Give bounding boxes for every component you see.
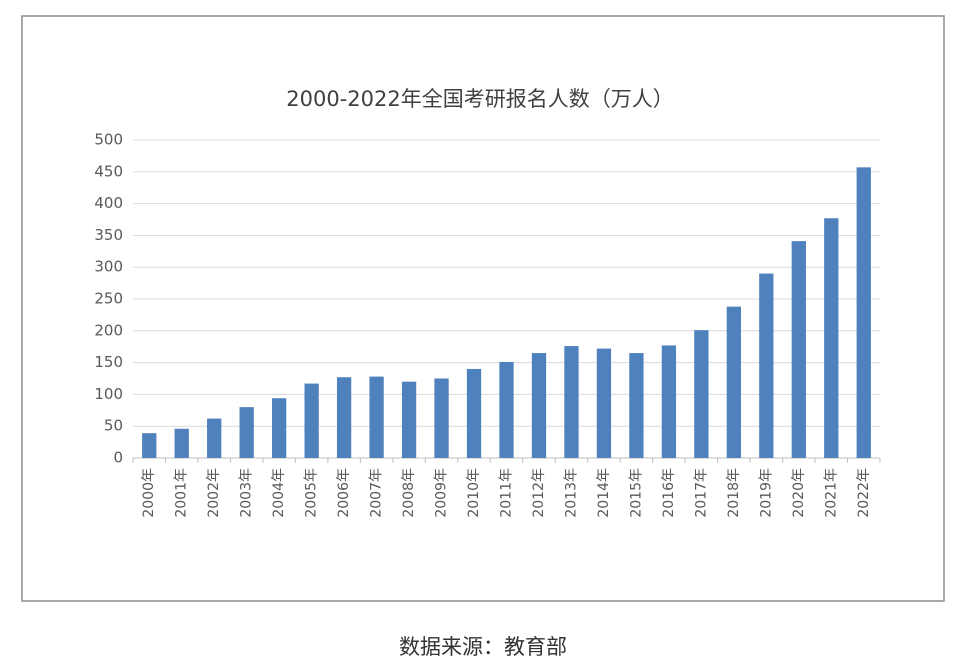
x-tick-label: 2002年 xyxy=(206,468,222,518)
bar xyxy=(661,345,677,458)
x-tick-label: 2004年 xyxy=(271,468,287,518)
bar xyxy=(142,433,157,458)
x-tick-label: 2010年 xyxy=(466,468,482,518)
x-tick-label: 2005年 xyxy=(304,468,320,518)
bar xyxy=(434,378,449,458)
x-tick-label: 2014年 xyxy=(596,468,612,518)
x-tick-label: 2012年 xyxy=(531,468,547,518)
bar xyxy=(336,377,352,458)
y-tick-label: 350 xyxy=(94,226,123,244)
x-tick-label: 2001年 xyxy=(174,468,190,518)
bar xyxy=(304,383,319,458)
bar xyxy=(401,381,417,458)
y-tick-label: 0 xyxy=(113,449,123,467)
y-tick-label: 200 xyxy=(94,321,123,339)
bar xyxy=(466,368,482,458)
x-tick-label: 2015年 xyxy=(628,468,644,518)
bar xyxy=(759,273,774,458)
y-tick-label: 300 xyxy=(94,258,123,276)
x-tick-label: 2018年 xyxy=(726,468,742,518)
y-tick-label: 400 xyxy=(94,194,123,212)
x-tick-label: 2000年 xyxy=(141,468,157,518)
bar xyxy=(791,241,806,458)
x-tick-label: 2008年 xyxy=(401,468,417,518)
y-tick-label: 250 xyxy=(94,290,123,308)
x-tick-label: 2021年 xyxy=(823,468,839,518)
chart-title: 2000-2022年全国考研报名人数（万人） xyxy=(286,87,673,111)
x-tick-label: 2011年 xyxy=(499,468,515,518)
x-tick-label: 2006年 xyxy=(336,468,352,518)
x-tick-label: 2003年 xyxy=(239,468,255,518)
x-tick-label: 2017年 xyxy=(693,468,709,518)
bar xyxy=(531,353,547,458)
x-tick-label: 2022年 xyxy=(856,468,872,518)
y-tick-label: 50 xyxy=(104,417,123,435)
bar xyxy=(824,218,839,458)
bar xyxy=(856,167,871,458)
bar xyxy=(694,330,709,458)
x-tick-label: 2016年 xyxy=(661,468,677,518)
bar xyxy=(499,361,514,458)
x-tick-label: 2020年 xyxy=(791,468,807,518)
source-note: 数据来源：教育部 xyxy=(399,635,567,659)
bar xyxy=(596,348,612,458)
x-tick-label: 2009年 xyxy=(434,468,450,518)
bar xyxy=(369,376,384,458)
y-tick-label: 450 xyxy=(94,162,123,180)
y-tick-label: 150 xyxy=(94,353,123,371)
chart-frame xyxy=(21,15,945,602)
x-tick-label: 2019年 xyxy=(758,468,774,518)
bar xyxy=(726,306,741,458)
bar xyxy=(272,398,287,458)
bar xyxy=(207,418,222,458)
bar xyxy=(564,346,579,458)
bar xyxy=(629,353,644,458)
x-tick-label: 2007年 xyxy=(369,468,385,518)
bar xyxy=(174,428,189,458)
y-tick-label: 500 xyxy=(94,131,123,149)
bar xyxy=(239,407,254,458)
x-tick-label: 2013年 xyxy=(563,468,579,518)
y-tick-label: 100 xyxy=(94,385,123,403)
